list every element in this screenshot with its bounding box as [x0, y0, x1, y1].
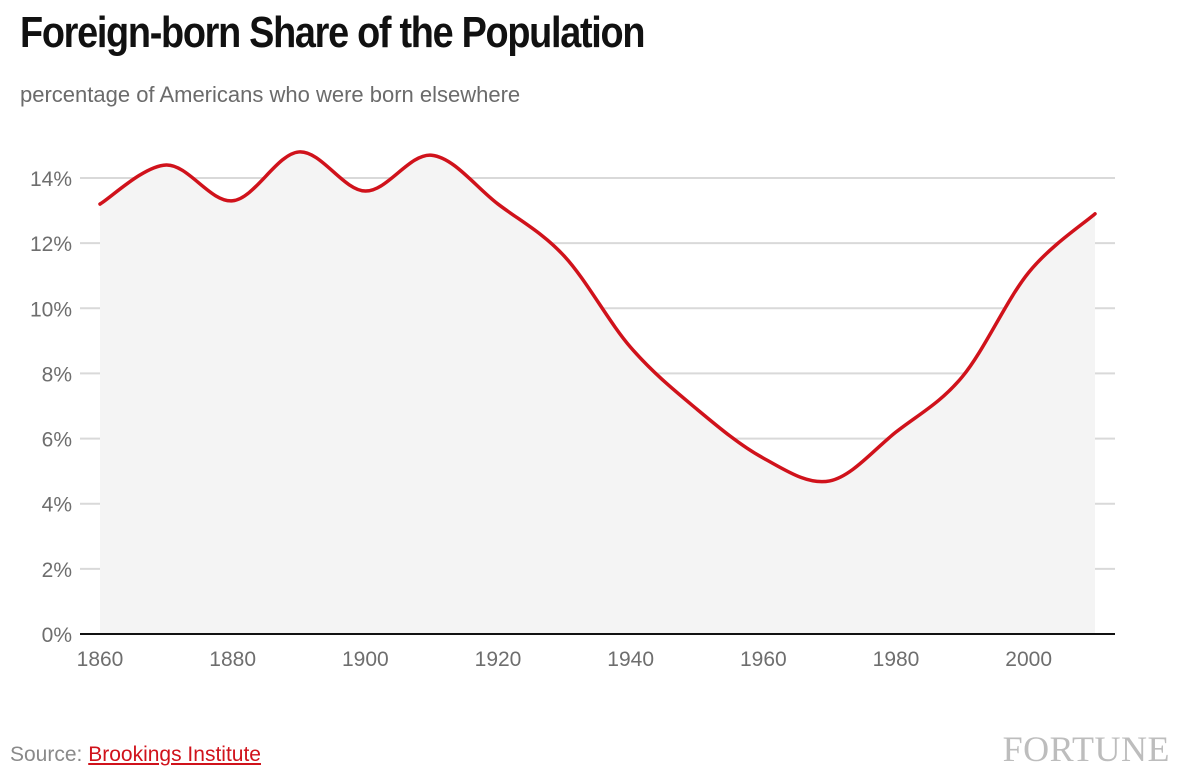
y-tick-label: 12% — [30, 233, 72, 256]
source-note: Source: Brookings Institute — [10, 743, 261, 767]
data-point-1920 — [496, 202, 500, 206]
source-prefix: Source: — [10, 743, 89, 766]
data-point-1960 — [761, 456, 765, 460]
x-tick-labels: 1860 1880 1900 1920 1940 1960 1980 2000 — [77, 648, 1052, 671]
source-link[interactable]: Brookings Institute — [88, 743, 261, 766]
data-point-1930 — [562, 254, 566, 258]
data-point-1980 — [894, 430, 898, 434]
data-point-1870 — [164, 163, 168, 167]
y-tick-label: 2% — [42, 559, 72, 582]
data-point-2000 — [1027, 270, 1031, 274]
fortune-logo: FORTUNE — [1002, 729, 1170, 769]
data-point-1880 — [231, 199, 235, 203]
data-point-1990 — [960, 375, 964, 379]
y-tick-labels: 0% 2% 4% 6% 8% 10% 12% 14% — [30, 168, 72, 647]
y-tick-label: 6% — [42, 429, 72, 452]
y-tick-label: 10% — [30, 298, 72, 321]
y-tick-label: 14% — [30, 168, 72, 191]
y-tick-label: 4% — [42, 494, 72, 517]
data-point-1910 — [430, 153, 434, 157]
x-tick-label: 1860 — [77, 648, 124, 671]
area-fill — [100, 151, 1095, 634]
data-point-1940 — [629, 345, 633, 349]
data-point-1970 — [828, 479, 832, 483]
area-fill-layer — [100, 151, 1095, 634]
series-line-layer — [98, 150, 1097, 484]
chart-title: Foreign-born Share of the Population — [20, 8, 645, 57]
y-tick-label: 0% — [42, 624, 72, 647]
data-point-1890 — [297, 150, 301, 154]
chart-subtitle: percentage of Americans who were born el… — [20, 82, 521, 107]
x-tick-label: 1920 — [475, 648, 522, 671]
data-point-1950 — [695, 407, 699, 411]
x-tick-label: 2000 — [1005, 648, 1052, 671]
x-tick-label: 1900 — [342, 648, 389, 671]
x-tick-label: 1940 — [607, 648, 654, 671]
x-tick-label: 1880 — [209, 648, 256, 671]
series-line — [98, 150, 1097, 484]
data-point-1860 — [98, 202, 102, 206]
data-point-1900 — [363, 189, 367, 193]
data-point-2010 — [1093, 212, 1097, 216]
y-tick-label: 8% — [42, 363, 72, 386]
x-tick-label: 1980 — [873, 648, 920, 671]
x-tick-label: 1960 — [740, 648, 787, 671]
